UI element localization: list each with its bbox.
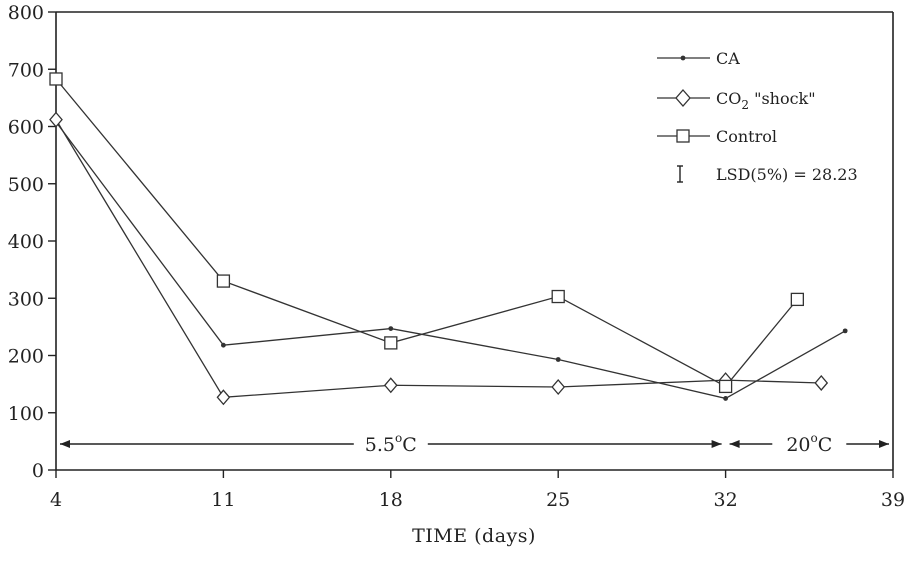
legend-lsd-label: LSD(5%) = 28.23	[716, 165, 858, 184]
data-point-diamond	[383, 377, 398, 394]
data-point-square	[790, 292, 804, 307]
data-point-dot	[555, 357, 561, 362]
legend-ca-label: CA	[716, 49, 740, 68]
data-point-diamond	[551, 378, 566, 395]
temperature-unit: C	[402, 434, 417, 456]
legend-co2-label-sub: 2	[741, 98, 749, 112]
series-diamond	[49, 111, 829, 406]
x-tick-label: 39	[881, 489, 905, 511]
temperature-range-0: 5.5oC	[60, 431, 722, 456]
x-tick-label: 32	[714, 489, 738, 511]
legend-item-co2-shock: CO2 "shock"	[657, 89, 816, 112]
data-point-square	[718, 379, 733, 394]
y-tick-label: 400	[8, 231, 44, 253]
temperature-ranges: 5.5oC 20oC	[60, 431, 889, 456]
temperature-label: 20oC	[786, 431, 832, 456]
data-point-dot	[221, 342, 226, 348]
data-point-square	[384, 336, 398, 350]
data-point-diamond	[216, 389, 231, 406]
legend-control-label: Control	[716, 127, 777, 146]
temperature-degree: o	[395, 431, 402, 445]
series-line	[55, 78, 798, 388]
legend-ca-marker	[680, 55, 686, 61]
data-point-square	[49, 72, 63, 86]
x-tick-label: 18	[379, 489, 403, 511]
y-tick-label: 600	[8, 117, 44, 139]
x-ticks: 4 11 18 25 32 39	[50, 470, 905, 511]
legend-item-ca: CA	[657, 49, 740, 68]
y-tick-label: 500	[8, 174, 44, 196]
legend: CA CO2 "shock" Control LSD(5%) = 28.23	[657, 49, 858, 184]
data-point-dot	[842, 328, 848, 334]
y-ticks: 0 100 200 300 400 500 600 700 800	[8, 2, 56, 482]
data-point-dot	[388, 326, 394, 331]
temperature-unit: C	[818, 434, 833, 456]
x-axis-title: TIME (days)	[412, 525, 536, 547]
series-line	[55, 121, 846, 400]
x-tick-label: 25	[546, 489, 570, 511]
data-point-square	[216, 274, 231, 288]
temperature-range-1: 20oC	[729, 431, 889, 456]
legend-co2-label: CO2 "shock"	[716, 89, 816, 112]
legend-co2-marker	[675, 89, 691, 107]
series-line	[55, 119, 822, 398]
y-tick-label: 0	[32, 460, 44, 482]
x-tick-label: 4	[50, 489, 62, 511]
y-tick-label: 200	[8, 346, 44, 368]
data-point-dot	[723, 396, 728, 401]
y-tick-label: 700	[8, 59, 44, 81]
axes	[55, 11, 894, 471]
y-tick-label: 300	[8, 288, 44, 310]
legend-item-lsd: LSD(5%) = 28.23	[677, 165, 858, 184]
y-tick-label: 100	[8, 403, 44, 425]
temperature-degree: o	[811, 431, 818, 445]
data-point-square	[551, 289, 565, 304]
x-tick-label: 11	[211, 489, 235, 511]
legend-co2-label-rest: "shock"	[749, 89, 816, 108]
series-dot	[53, 119, 848, 401]
arrow-left-icon	[729, 440, 740, 448]
legend-control-marker	[676, 129, 690, 143]
temperature-value: 5.5	[365, 434, 395, 456]
legend-item-control: Control	[657, 127, 777, 146]
temperature-label: 5.5oC	[365, 431, 417, 456]
temperature-value: 20	[786, 434, 810, 456]
arrow-right-icon	[879, 440, 889, 448]
arrow-right-icon	[711, 440, 722, 448]
data-point-diamond	[814, 374, 829, 391]
series-layer	[49, 72, 848, 406]
series-square	[49, 72, 804, 394]
data-point-diamond	[49, 111, 63, 128]
y-tick-label: 800	[8, 2, 44, 24]
legend-co2-label-main: CO	[716, 89, 741, 108]
arrow-left-icon	[60, 440, 70, 448]
